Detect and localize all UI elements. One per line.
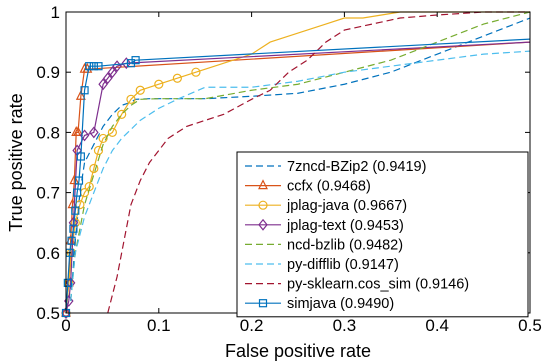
legend-marker <box>258 179 268 190</box>
series-3-point <box>61 307 71 319</box>
series-line-0 <box>70 17 531 302</box>
series-2-point <box>107 127 118 137</box>
legend-entry: simjava (0.9490) <box>287 296 394 312</box>
series-line-3 <box>65 41 531 314</box>
series-3-point <box>89 126 99 139</box>
series-7-point <box>71 206 80 215</box>
series-line-7 <box>65 38 531 314</box>
series-7-point <box>76 152 85 161</box>
legend-entry: py-difflib (0.9147) <box>287 257 399 273</box>
series-7-point <box>67 236 76 245</box>
series-layer <box>61 11 531 319</box>
legend-marker <box>258 299 268 308</box>
series-1-point <box>75 89 86 100</box>
series-7-point <box>74 176 84 185</box>
series-7-point <box>69 224 78 233</box>
series-7-point <box>63 278 72 287</box>
legend-entry: jplag-java (0.9667) <box>286 198 407 214</box>
series-1-point <box>73 126 84 136</box>
series-2-point <box>172 73 182 83</box>
series-1-point <box>69 174 80 185</box>
series-line-4 <box>70 11 531 302</box>
y-tick-label: 0.8 <box>36 123 60 142</box>
x-tick-label: 0 <box>61 316 70 335</box>
series-7-point <box>73 188 82 197</box>
legend-entry: ncd-bzlib (0.9482) <box>287 237 403 253</box>
series-7-point <box>85 62 94 71</box>
y-tick-label: 1 <box>51 3 60 22</box>
series-7-point <box>131 56 140 65</box>
series-4 <box>70 11 531 302</box>
legend-entry: py-sklearn.cos_sim (0.9146) <box>287 277 469 293</box>
legend-marker <box>258 218 268 231</box>
series-7-point <box>94 62 103 71</box>
y-tick-label: 0.5 <box>36 304 60 323</box>
series-3-point <box>107 66 118 79</box>
series-7 <box>61 38 531 318</box>
series-2-point <box>154 79 164 89</box>
x-tick-label: 0.3 <box>333 316 357 335</box>
x-tick-label: 0.1 <box>147 316 171 335</box>
legend-marker <box>258 200 268 210</box>
legend-entry: 7zncd-BZip2 (0.9419) <box>287 159 426 175</box>
series-line-5 <box>70 50 531 302</box>
series-3-point <box>98 78 108 91</box>
series-5 <box>70 50 531 302</box>
series-line-2 <box>65 11 530 314</box>
series-2-point <box>135 85 145 95</box>
series-2-point <box>191 67 201 77</box>
series-2-point <box>126 94 136 104</box>
x-tick-label: 0.4 <box>425 316 449 335</box>
series-3-point <box>102 72 113 85</box>
legend-entry: jplag-text (0.9453) <box>286 218 404 234</box>
x-tick-label: 0.5 <box>518 316 542 335</box>
series-2-point <box>117 109 127 119</box>
y-axis-label: True positive rate <box>6 93 26 231</box>
series-2-point <box>89 163 99 174</box>
y-tick-label: 0.6 <box>36 244 60 263</box>
legend-box <box>236 151 529 318</box>
legend-entry: ccfx (0.9468) <box>287 179 371 195</box>
y-tick-label: 0.9 <box>36 63 60 82</box>
legend: 7zncd-BZip2 (0.9419) ccfx (0.9468) jplag-j… <box>236 151 529 318</box>
x-axis-label: False positive rate <box>225 341 371 361</box>
series-7-point <box>80 86 89 95</box>
y-tick-label: 0.7 <box>36 184 60 203</box>
series-2-point <box>93 145 104 156</box>
series-2-point <box>70 218 80 228</box>
axes-layer: 0 0.1 0.2 0.3 0.4 0.5 0.5 0.6 0.7 0.8 0.9 1 <box>36 3 541 335</box>
x-tick-label: 0.2 <box>240 316 264 335</box>
series-7-point <box>89 62 98 71</box>
series-3-point <box>121 57 132 70</box>
series-2-point <box>98 133 108 144</box>
series-0 <box>70 17 531 302</box>
